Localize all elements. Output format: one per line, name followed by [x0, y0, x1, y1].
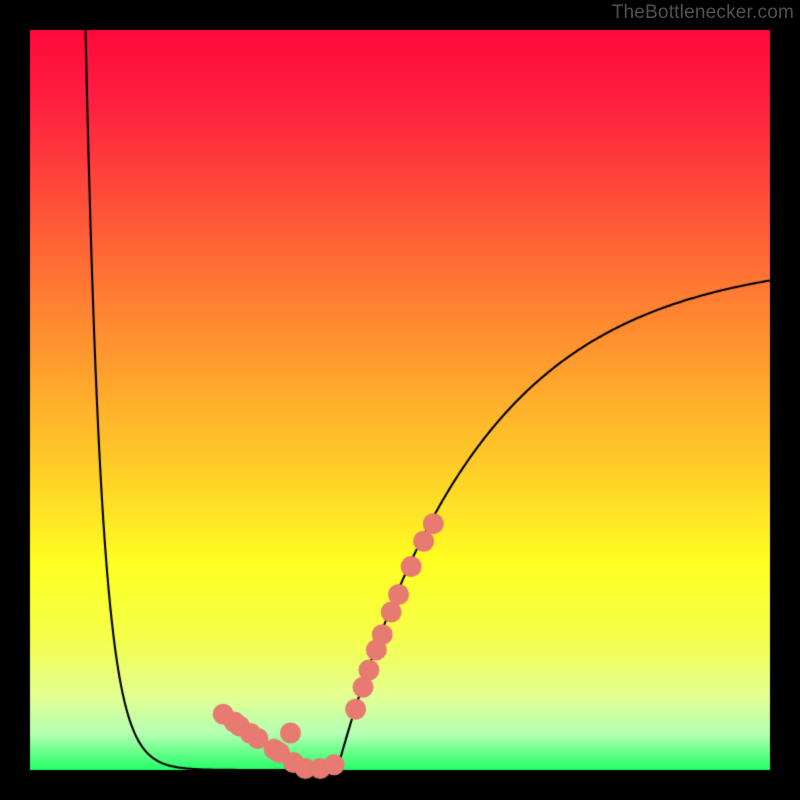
chart-container: TheBottlenecker.com	[0, 0, 800, 800]
bottleneck-curve-canvas	[0, 0, 800, 800]
watermark-text: TheBottlenecker.com	[612, 2, 794, 24]
